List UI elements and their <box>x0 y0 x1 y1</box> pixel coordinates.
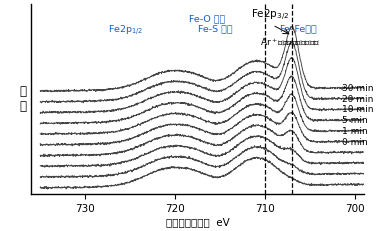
Text: 5 min: 5 min <box>342 116 367 125</box>
Text: 10 min: 10 min <box>342 106 373 115</box>
Text: Fe2p$_{1/2}$: Fe2p$_{1/2}$ <box>108 23 143 37</box>
Text: 1 min: 1 min <box>342 127 367 136</box>
X-axis label: 結合エネルギー  eV: 結合エネルギー eV <box>166 217 230 227</box>
Text: Fe2p$_{3/2}$: Fe2p$_{3/2}$ <box>250 8 289 23</box>
Text: Fe-S 結合: Fe-S 結合 <box>198 24 232 33</box>
Text: 20 min: 20 min <box>342 95 373 104</box>
Text: Fe–Fe結合: Fe–Fe結合 <box>279 24 317 33</box>
Y-axis label: 強
度: 強 度 <box>19 85 26 113</box>
Text: 30 min: 30 min <box>342 84 373 93</box>
Text: Ar$^+$スパッタリング時間: Ar$^+$スパッタリング時間 <box>260 37 321 48</box>
Text: 0 min: 0 min <box>342 138 367 147</box>
Text: Fe-O 結合: Fe-O 結合 <box>189 14 225 23</box>
